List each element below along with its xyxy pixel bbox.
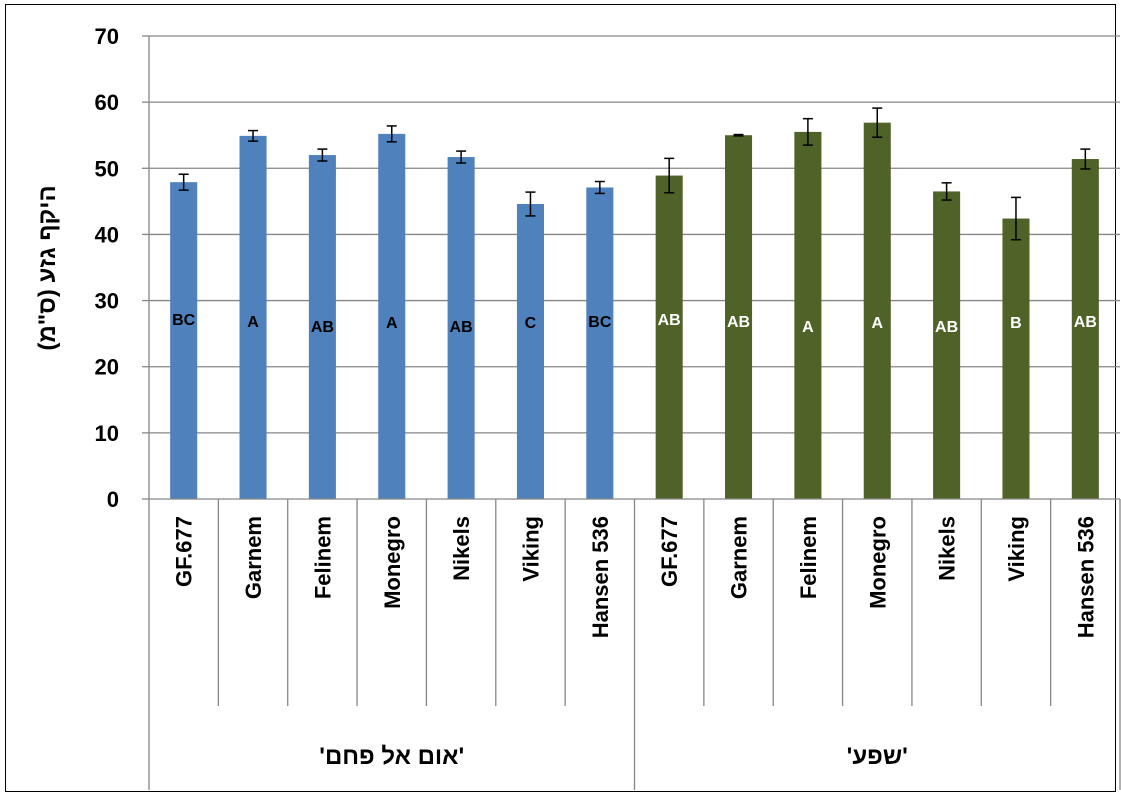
bar xyxy=(933,191,961,499)
x-tick-label: Nikels xyxy=(449,516,474,581)
y-tick-label: 30 xyxy=(95,289,119,314)
x-tick-label: GF.677 xyxy=(172,516,197,587)
bar xyxy=(308,155,336,500)
y-tick-label: 50 xyxy=(95,156,119,181)
data-label: A xyxy=(386,315,398,332)
data-label: AB xyxy=(450,319,473,336)
x-tick-label: Monegro xyxy=(380,516,405,609)
x-tick-label: Felinem xyxy=(796,516,821,599)
y-tick-label: 20 xyxy=(95,355,119,380)
data-label: BC xyxy=(172,312,196,329)
group-label: 'שפע' xyxy=(847,743,908,770)
data-label: BC xyxy=(588,314,612,331)
bar xyxy=(863,122,891,499)
data-label: AB xyxy=(658,312,681,329)
y-tick-label: 10 xyxy=(95,421,119,446)
bar xyxy=(586,187,614,499)
data-label: A xyxy=(247,314,259,331)
y-tick-label: 70 xyxy=(95,24,119,49)
x-tick-label: Monegro xyxy=(865,516,890,609)
x-tick-label: Hansen 536 xyxy=(1073,516,1098,638)
data-label: AB xyxy=(1074,314,1097,331)
x-tick-label: GF.677 xyxy=(657,516,682,587)
bar xyxy=(239,135,267,499)
x-tick-label: Garnem xyxy=(241,516,266,599)
group-label: 'אום אל פחם' xyxy=(319,743,464,770)
data-label: A xyxy=(871,315,883,332)
y-tick-label: 0 xyxy=(107,487,119,512)
x-tick-label: Viking xyxy=(1004,516,1029,582)
data-label: AB xyxy=(935,319,958,336)
y-axis-label: היקף גזע (ס"מ) xyxy=(34,185,61,350)
data-label: C xyxy=(525,315,537,332)
x-tick-label: Felinem xyxy=(310,516,335,599)
data-label: AB xyxy=(311,319,334,336)
bar xyxy=(794,131,822,499)
data-label: A xyxy=(802,319,814,336)
x-tick-label: Hansen 536 xyxy=(588,516,613,638)
y-tick-label: 60 xyxy=(95,90,119,115)
x-tick-label: Viking xyxy=(518,516,543,582)
x-tick-label: Nikels xyxy=(935,516,960,581)
bar xyxy=(378,133,406,500)
bar xyxy=(447,157,475,499)
data-label: B xyxy=(1010,315,1022,332)
bar xyxy=(1071,159,1099,500)
x-tick-label: Garnem xyxy=(727,516,752,599)
bar xyxy=(516,204,544,499)
bar xyxy=(655,175,683,499)
bar xyxy=(725,135,753,499)
bar xyxy=(1002,218,1030,499)
data-label: AB xyxy=(727,314,750,331)
bar xyxy=(170,182,198,499)
y-tick-label: 40 xyxy=(95,222,119,247)
